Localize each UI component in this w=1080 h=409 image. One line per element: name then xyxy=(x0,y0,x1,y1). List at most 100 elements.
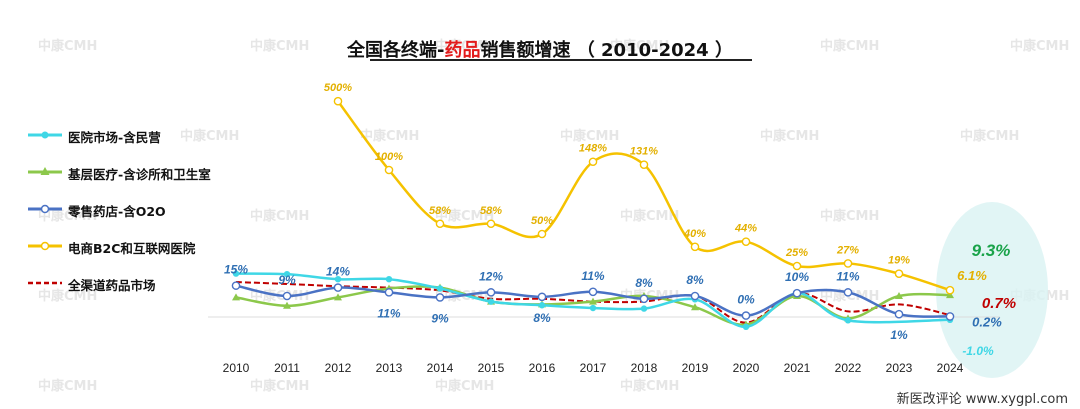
data-point xyxy=(334,293,342,301)
x-tick-label: 2014 xyxy=(427,361,454,375)
data-label: 0% xyxy=(737,293,755,307)
data-point xyxy=(486,219,496,229)
legend-swatch-ecommerce xyxy=(28,241,62,251)
data-point xyxy=(690,291,700,301)
data-point xyxy=(333,96,343,106)
data-point xyxy=(844,317,852,324)
data-point xyxy=(588,157,598,167)
data-label: 11% xyxy=(377,306,400,320)
watermark-text: 中康CMH xyxy=(620,378,679,394)
data-label: 50% xyxy=(531,215,553,227)
data-point xyxy=(792,288,802,298)
data-point xyxy=(486,288,496,297)
x-tick-label: 2015 xyxy=(478,361,505,375)
data-point xyxy=(945,312,955,321)
data-point xyxy=(741,237,751,246)
x-tick-label: 2019 xyxy=(682,361,709,375)
highlight-ellipse-2024 xyxy=(936,202,1048,378)
data-point xyxy=(843,259,853,268)
watermark-text: 中康CMH xyxy=(360,128,419,144)
data-label: 15% xyxy=(224,263,248,277)
data-point xyxy=(843,288,853,297)
data-label: 19% xyxy=(888,255,910,267)
title-suffix: 销售额增速 （ 2010-2024 ） xyxy=(480,40,733,61)
data-label: 100% xyxy=(375,151,403,163)
data-point xyxy=(232,293,240,301)
title-underline xyxy=(370,59,752,61)
watermark-text: 中康CMH xyxy=(250,38,309,54)
data-point xyxy=(231,281,241,290)
data-label: 11% xyxy=(836,269,859,283)
x-tick-label: 2016 xyxy=(529,361,556,375)
x-tick-label: 2018 xyxy=(631,361,658,375)
data-label: 40% xyxy=(683,228,706,240)
data-label: 0.2% xyxy=(972,314,1002,329)
data-label: 58% xyxy=(480,205,502,217)
data-label: 6.1% xyxy=(957,268,987,283)
series-line xyxy=(235,281,951,324)
data-label: 44% xyxy=(734,223,757,235)
watermark-text: 中康CMH xyxy=(820,38,879,54)
data-point xyxy=(945,285,955,295)
data-label: 9% xyxy=(431,311,449,325)
data-point xyxy=(538,302,546,309)
legend-swatch-all-channels xyxy=(28,281,62,285)
data-point xyxy=(742,323,750,330)
x-tick-label: 2010 xyxy=(223,361,250,375)
title-prefix: 全国各终端- xyxy=(347,40,445,61)
watermark-text: 中康CMH xyxy=(38,38,97,54)
data-point xyxy=(741,311,751,320)
data-point xyxy=(283,270,291,278)
x-tick-label: 2012 xyxy=(325,361,352,375)
data-label: 8% xyxy=(686,273,704,287)
data-point xyxy=(487,298,495,305)
data-point xyxy=(384,288,394,297)
data-point xyxy=(232,270,240,277)
watermark-layer: 中康CMH 中康CMH 中康CMH 中康CMH 中康CMH 中康CMH 中康CMH 中康CMH… xyxy=(38,38,1069,394)
data-label: 148% xyxy=(579,143,607,155)
data-label: 0.7% xyxy=(982,295,1016,312)
watermark-text: 中康CMH xyxy=(38,378,97,394)
data-point xyxy=(435,219,445,229)
x-tick-label: 2021 xyxy=(784,361,811,375)
data-point xyxy=(283,301,291,309)
x-tick-label: 2024 xyxy=(937,361,964,375)
data-label: 131% xyxy=(630,146,658,158)
data-label: 500% xyxy=(324,82,352,94)
legend-label-primary: 基层医疗-含诊所和卫生室 xyxy=(68,167,211,182)
data-point xyxy=(639,294,649,304)
data-label: 10% xyxy=(785,270,809,284)
data-point xyxy=(639,160,649,169)
x-tick-label: 2013 xyxy=(376,361,403,375)
x-tick-label: 2017 xyxy=(580,361,607,375)
data-label: 58% xyxy=(429,205,451,217)
data-point xyxy=(537,292,547,302)
data-label: 1% xyxy=(890,328,908,342)
data-labels: 500% 100% 58% 58% 50% 148% 131% 40% 44% 25% 27% 19%… xyxy=(224,82,1016,358)
watermark-text: 中康CMH xyxy=(1010,38,1069,54)
watermark-text: 中康CMH xyxy=(820,208,879,224)
data-label: 12% xyxy=(479,269,503,283)
legend-swatch-primary xyxy=(28,167,62,175)
x-tick-label: 2020 xyxy=(733,361,760,375)
chart-title: 全国各终端-药品销售额增速 （ 2010-2024 ） xyxy=(0,36,1080,62)
watermark-text: 中康CMH xyxy=(435,378,494,394)
data-label: 9.3% xyxy=(972,241,1011,260)
data-point xyxy=(333,283,343,292)
data-label: 14% xyxy=(326,265,350,279)
x-tick-labels: 2010 2011 2012 2013 2014 2015 2016 2017 2018 2019… xyxy=(223,361,964,375)
data-point xyxy=(946,291,954,299)
data-point xyxy=(792,261,802,271)
legend-label-ecommerce: 电商B2C和互联网医院 xyxy=(68,241,196,256)
watermark-text: 中康CMH xyxy=(250,208,309,224)
data-point xyxy=(589,297,597,305)
series-line xyxy=(336,100,951,292)
watermark-text: 中康CMH xyxy=(435,208,494,224)
x-tick-label: 2022 xyxy=(835,361,862,375)
data-point xyxy=(894,309,904,319)
data-label: 25% xyxy=(785,247,808,259)
data-point xyxy=(588,287,598,297)
source-credit: 新医改评论 www.xygpl.com xyxy=(896,392,1068,407)
data-point xyxy=(282,291,292,301)
